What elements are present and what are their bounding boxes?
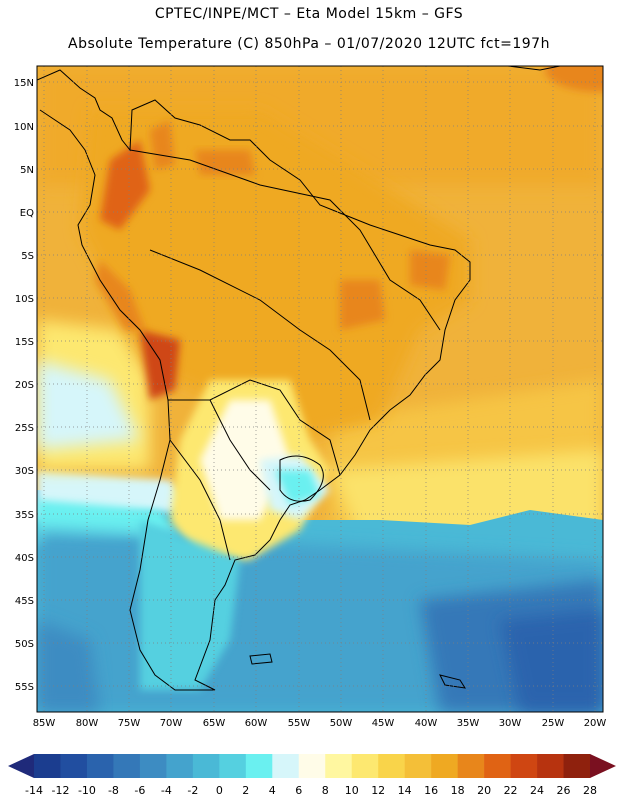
legend-label: -10 [78,784,96,797]
lon-label: 35W [457,718,480,729]
lat-label: 5N [20,165,34,176]
lon-label: 75W [118,718,141,729]
lon-label: 20W [584,718,607,729]
lat-label: EQ [20,208,34,219]
legend-label: 20 [477,784,491,797]
coastlines [37,66,561,691]
legend-label: -2 [187,784,198,797]
lon-label: 30W [499,718,522,729]
legend-swatch [113,754,141,778]
legend-label: 6 [295,784,302,797]
legend-swatch [510,754,538,778]
legend-label: 28 [583,784,597,797]
legend-swatch [86,754,114,778]
legend-label: 18 [451,784,465,797]
lon-label: 70W [160,718,183,729]
lat-label: 45S [15,596,34,607]
legend-swatch [166,754,194,778]
legend-swatch [351,754,379,778]
legend-label: -6 [134,784,145,797]
legend-swatch [537,754,564,778]
color-legend: -14 -12 -10 -8 -6 -4 -2 0 2 4 6 8 10 12 14 16 18 20 22 24 26… [8,754,616,797]
legend-label: -8 [108,784,119,797]
legend-label: 16 [424,784,438,797]
legend-swatch [139,754,167,778]
longitude-labels: 85W 80W 75W 70W 65W 60W 55W 50W 45W 40W … [33,718,607,729]
legend-swatch [298,754,326,778]
lon-label: 40W [415,718,438,729]
lon-label: 60W [245,718,268,729]
lon-label: 25W [542,718,565,729]
lat-label: 15S [15,337,34,348]
legend-swatch [457,754,485,778]
legend-swatch [272,754,300,778]
legend-low-arrow [8,754,34,778]
legend-label: -12 [51,784,69,797]
plot-frame [36,65,604,713]
lat-label: 55S [15,682,34,693]
lat-label: 30S [15,466,34,477]
lat-label: 15N [14,78,34,89]
legend-label: 0 [216,784,223,797]
lat-label: 5S [21,251,34,262]
legend-swatch [378,754,405,778]
legend-swatch [34,754,61,778]
lat-label: 10N [14,122,34,133]
lon-label: 85W [33,718,56,729]
title-line-2: Absolute Temperature (C) 850hPa – 01/07/… [68,36,550,52]
legend-label: 24 [530,784,544,797]
legend-high-arrow [590,754,616,778]
legend-swatch [563,754,591,778]
legend-label: 8 [322,784,329,797]
lon-label: 65W [203,718,226,729]
legend-label: 14 [398,784,412,797]
legend-swatch [404,754,432,778]
legend-label: -4 [161,784,172,797]
lon-label: 45W [372,718,395,729]
lat-label: 25S [15,423,34,434]
legend-swatch [219,754,247,778]
lat-label: 10S [15,294,34,305]
lat-label: 20S [15,380,34,391]
legend-swatch [484,754,511,778]
legend-label: 26 [557,784,571,797]
legend-label: -14 [25,784,43,797]
legend-label: 2 [242,784,249,797]
temperature-field [37,66,603,712]
legend-label: 10 [345,784,359,797]
lat-label: 35S [15,510,34,521]
lon-label: 55W [288,718,311,729]
lat-label: 40S [15,553,34,564]
legend-label: 12 [371,784,385,797]
legend-label: 22 [504,784,518,797]
latitude-labels: 15N 10N 5N EQ 5S 10S 15S 20S 25S 30S 35S… [14,78,34,693]
legend-swatch [325,754,353,778]
legend-swatch [60,754,88,778]
legend-label: 4 [269,784,276,797]
legend-swatch [245,754,273,778]
legend-swatch [431,754,458,778]
lon-label: 50W [330,718,353,729]
lat-label: 50S [15,639,34,650]
title-line-1: CPTEC/INPE/MCT – Eta Model 15km – GFS [154,6,464,22]
lon-label: 80W [76,718,99,729]
legend-swatch [192,754,220,778]
